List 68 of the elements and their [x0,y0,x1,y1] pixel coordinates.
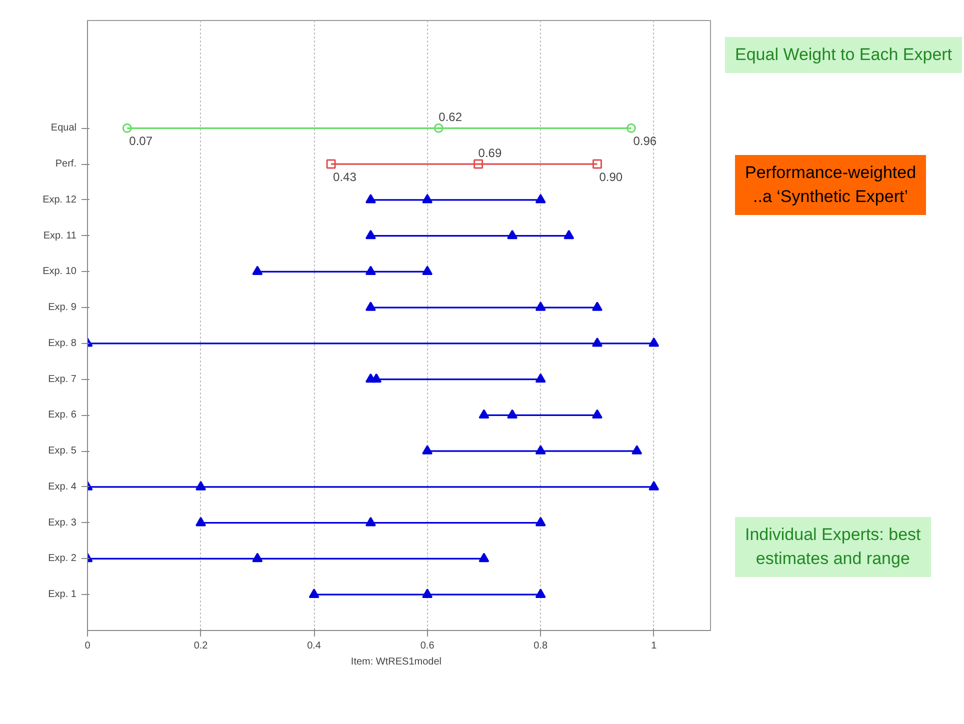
point [535,373,546,383]
y-tick-label: Exp. 8 [48,338,77,349]
point [632,445,642,454]
point [326,159,336,169]
point [365,194,376,204]
point [371,373,382,383]
point [365,230,376,240]
y-tick-label: Exp. 2 [48,553,77,564]
point [535,302,546,311]
point [648,337,660,347]
x-tick-label: 0.4 [307,640,322,652]
point [564,230,574,240]
point [535,516,546,526]
x-tick-label: 1 [651,640,658,652]
point [434,123,444,133]
point [365,302,376,311]
point [422,588,433,598]
point [507,230,518,240]
x-tick-label: 0 [84,640,91,652]
point [535,194,546,204]
y-tick-label: Exp. 9 [48,302,77,314]
y-tick-label: Exp. 3 [48,517,77,528]
text: Performance-weighted ..a ‘Synthetic Expert’ [735,155,926,215]
point [592,409,602,419]
y-tick-label: Exp. 10 [42,266,77,278]
point [122,123,132,133]
point [474,159,484,169]
x-tick-label: 0.8 [534,640,548,652]
y-tick-label: Exp. 6 [48,410,77,421]
point [535,588,546,598]
annotation: 0.43 [333,170,357,184]
text: Equal Weight to Each Expert [725,37,962,73]
y-tick-label: Exp. 12 [42,194,77,206]
point [626,123,636,133]
point [478,552,490,562]
y-tick-label: Exp. 7 [48,374,77,385]
point [308,588,320,598]
annotation: 0.62 [438,110,462,124]
point [422,445,433,454]
point [535,445,546,454]
text: Individual Experts: best estimates and range [735,517,931,577]
point [422,194,433,204]
y-tick-label: Exp. 11 [43,230,77,242]
point [196,516,206,526]
point [592,159,602,169]
point [507,409,518,419]
point [365,516,376,526]
point [252,266,263,276]
annotation: 0.69 [478,146,502,160]
y-tick-label: Equal [50,122,76,134]
x-tick-label: 0.6 [420,640,435,652]
y-tick-label: Exp. 1 [48,589,77,600]
point [592,302,602,311]
y-tick-label: Exp. 4 [48,481,77,492]
point [592,337,602,347]
point [478,409,490,419]
annotation: 0.90 [599,170,623,184]
y-tick-label: Perf. [55,158,77,170]
x-axis-title: Item: WtRES1model [350,656,442,668]
annotation: 0.96 [633,134,657,148]
point [422,266,433,276]
point [648,481,660,490]
annotation: 0.07 [129,134,153,148]
point [252,552,263,562]
point [365,266,376,276]
point [196,481,206,490]
x-tick-label: 0.2 [194,640,208,652]
y-tick-label: Exp. 5 [48,446,77,457]
